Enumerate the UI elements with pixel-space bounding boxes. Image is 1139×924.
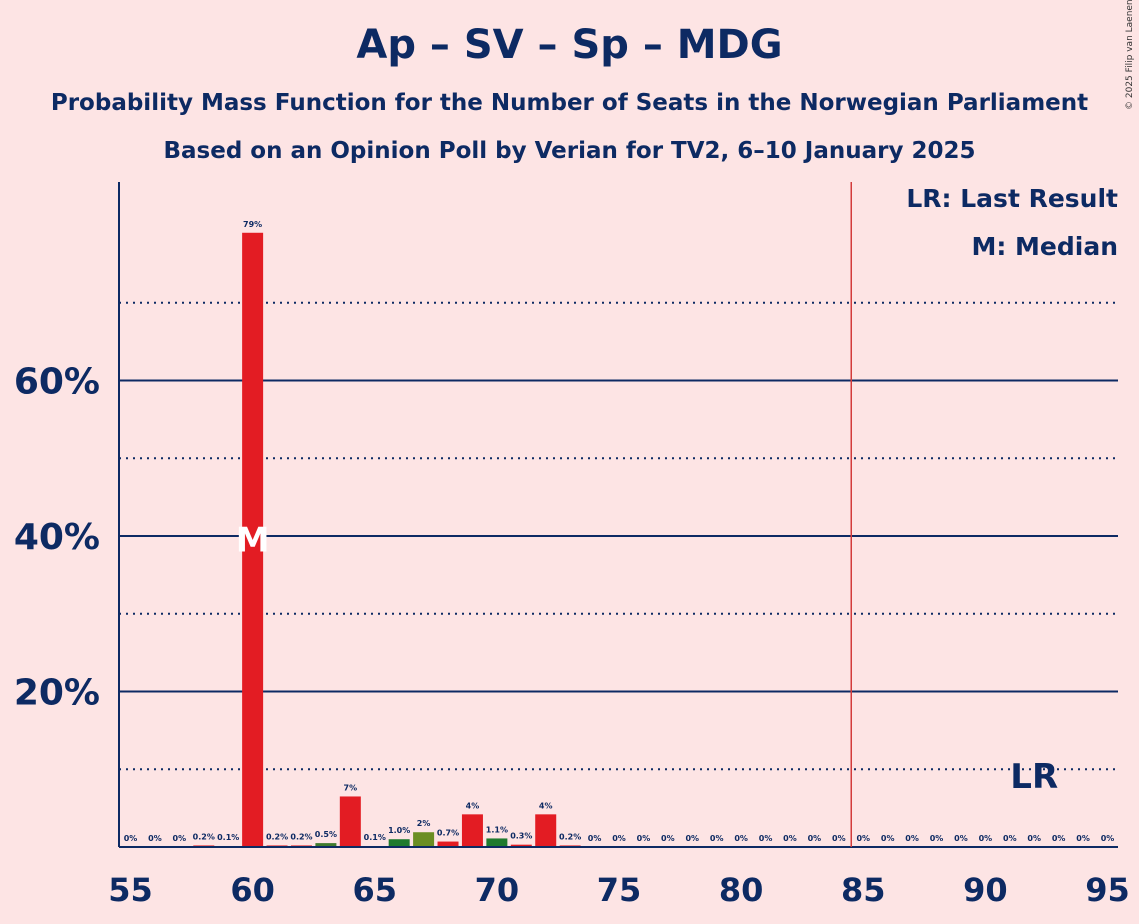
data-label: 0%	[930, 834, 944, 843]
x-tick-label: 70	[475, 871, 520, 909]
y-tick-label: 60%	[14, 362, 100, 403]
data-label: 7%	[344, 783, 358, 792]
x-tick-label: 85	[841, 871, 886, 909]
data-label: 0.5%	[315, 830, 337, 839]
data-label: 0%	[148, 834, 162, 843]
x-tick-label: 90	[963, 871, 1008, 909]
data-label: 0%	[783, 834, 797, 843]
data-label: 1.0%	[388, 826, 410, 835]
data-label: 0%	[881, 834, 895, 843]
data-label: 0%	[124, 834, 138, 843]
data-label: 0%	[905, 834, 919, 843]
data-label: 0.2%	[559, 832, 581, 841]
data-label: 0.2%	[266, 832, 288, 841]
legend-median: M: Median	[971, 232, 1118, 261]
data-label: 0%	[685, 834, 699, 843]
bar	[388, 839, 410, 847]
data-label: 4%	[539, 801, 553, 810]
median-marker: M	[236, 521, 270, 561]
x-tick-label: 60	[230, 871, 275, 909]
bar	[315, 843, 337, 847]
data-label: 0%	[1027, 834, 1041, 843]
last-result-marker: LR	[1010, 757, 1058, 797]
data-label: 0%	[759, 834, 773, 843]
bar	[413, 832, 435, 847]
data-label: 0%	[710, 834, 724, 843]
data-label: 0.1%	[364, 833, 386, 842]
data-label: 0%	[856, 834, 870, 843]
data-label: 0.2%	[193, 832, 215, 841]
chart-source: Based on an Opinion Poll by Verian for T…	[163, 138, 976, 164]
bar	[535, 814, 557, 847]
legend-last-result: LR: Last Result	[906, 184, 1118, 213]
data-label: 0%	[637, 834, 651, 843]
data-label: 0%	[1101, 834, 1115, 843]
data-label: 0.7%	[437, 829, 459, 838]
y-tick-label: 40%	[14, 517, 100, 558]
y-tick-label: 20%	[14, 673, 100, 714]
data-label: 0%	[979, 834, 993, 843]
data-label: 0%	[1052, 834, 1066, 843]
bar	[486, 838, 508, 847]
data-label: 0.1%	[217, 833, 239, 842]
data-label: 0%	[173, 834, 187, 843]
data-label: 0%	[612, 834, 626, 843]
x-tick-label: 75	[597, 871, 642, 909]
x-tick-label: 65	[352, 871, 397, 909]
chart-title: Ap – SV – Sp – MDG	[356, 22, 783, 68]
data-label: 1.1%	[486, 825, 508, 834]
data-label: 0.3%	[510, 832, 532, 841]
data-label: 0%	[734, 834, 748, 843]
data-label: 79%	[243, 220, 262, 229]
bar	[461, 814, 483, 847]
data-label: 0%	[1003, 834, 1017, 843]
bar	[510, 844, 532, 847]
x-tick-label: 95	[1085, 871, 1130, 909]
data-label: 0%	[808, 834, 822, 843]
data-label: 0%	[588, 834, 602, 843]
data-label: 0%	[1076, 834, 1090, 843]
x-tick-label: 80	[719, 871, 764, 909]
bar	[339, 796, 361, 847]
data-label: 2%	[417, 819, 431, 828]
chart-subtitle: Probability Mass Function for the Number…	[50, 90, 1089, 116]
bar	[242, 232, 264, 847]
data-label: 0%	[954, 834, 968, 843]
data-label: 0%	[661, 834, 675, 843]
x-tick-label: 55	[108, 871, 153, 909]
bar	[437, 841, 459, 847]
data-label: 0.2%	[290, 832, 312, 841]
data-label: 4%	[466, 801, 480, 810]
data-label: 0%	[832, 834, 846, 843]
